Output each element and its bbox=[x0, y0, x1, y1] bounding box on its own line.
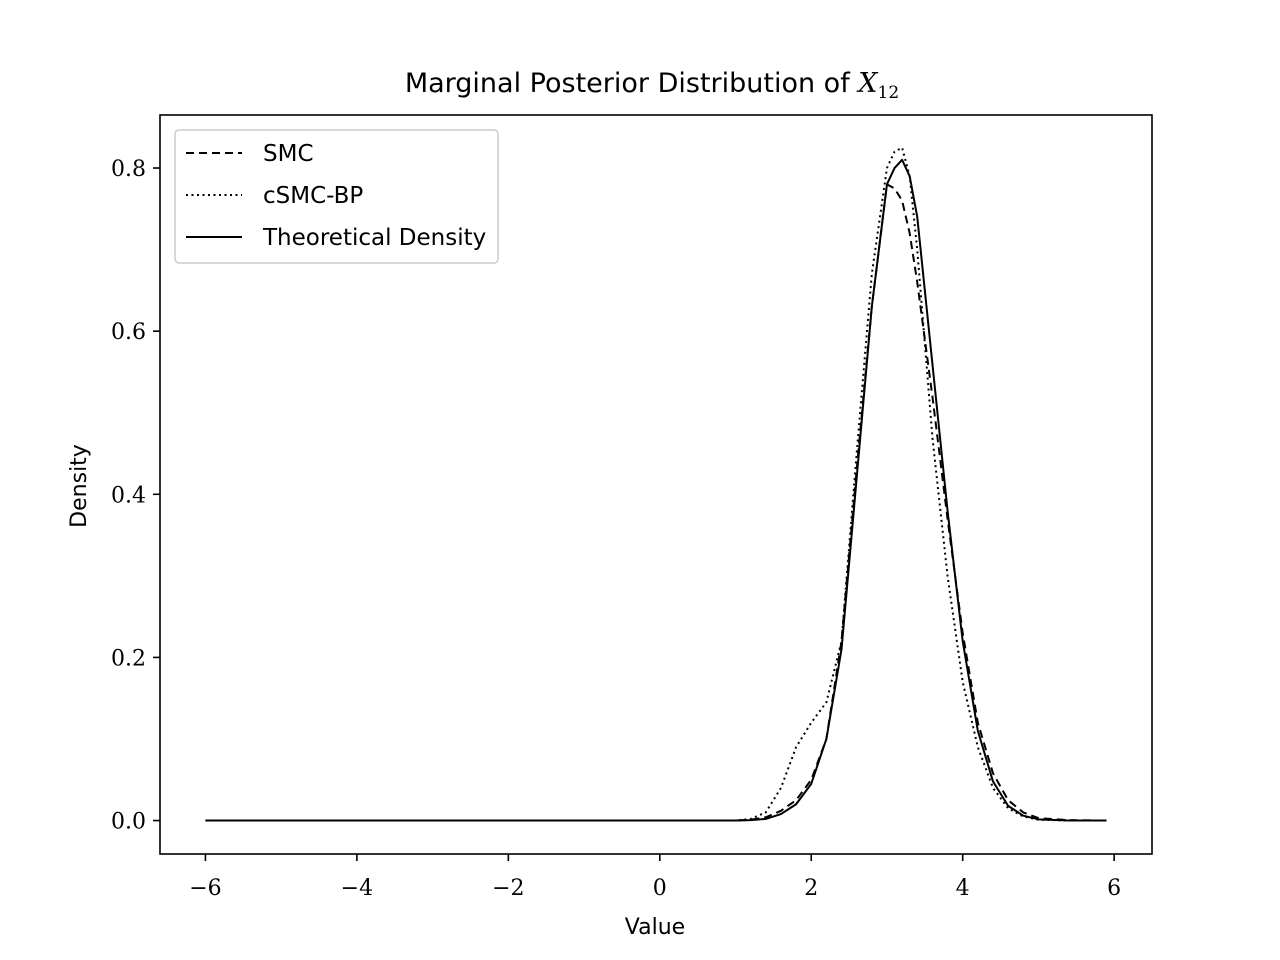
title-subscript: 12 bbox=[878, 83, 900, 103]
x-tick-label: 2 bbox=[804, 876, 818, 901]
y-tick-label: 0.0 bbox=[111, 810, 146, 835]
axes-frame bbox=[159, 114, 1153, 855]
title-prefix: Marginal Posterior Distribution of bbox=[405, 68, 858, 99]
x-tick-label: −6 bbox=[189, 876, 221, 901]
series-layer bbox=[205, 146, 1107, 822]
y-tick-label: 0.2 bbox=[111, 646, 146, 671]
y-axis-ticks: 0.0 0.2 0.4 0.6 0.8 bbox=[111, 157, 160, 835]
legend-label-csmc-bp: cSMC-BP bbox=[263, 183, 363, 209]
y-tick-label: 0.6 bbox=[111, 320, 146, 345]
x-axis-ticks: −6 −4 −2 0 2 4 6 bbox=[189, 854, 1121, 901]
legend: SMC cSMC-BP Theoretical Density bbox=[174, 129, 499, 264]
x-tick-label: −4 bbox=[341, 876, 373, 901]
y-tick-label: 0.8 bbox=[111, 157, 146, 182]
legend-box bbox=[174, 129, 499, 264]
legend-label-theoretical-density: Theoretical Density bbox=[262, 225, 486, 251]
series-line-csmc-bp bbox=[205, 146, 1107, 822]
series-line-smc bbox=[205, 183, 1107, 822]
x-tick-label: 6 bbox=[1107, 876, 1121, 901]
x-tick-label: −2 bbox=[492, 876, 524, 901]
legend-label-smc: SMC bbox=[263, 141, 314, 167]
x-axis-label: Value bbox=[625, 915, 685, 940]
series-line-theoretical-density bbox=[205, 158, 1107, 822]
chart-title: Marginal Posterior Distribution of X12 bbox=[405, 68, 899, 103]
x-tick-label: 0 bbox=[653, 876, 667, 901]
x-tick-label: 4 bbox=[956, 876, 970, 901]
y-axis-label: Density bbox=[67, 444, 92, 528]
title-symbol: X bbox=[856, 68, 879, 99]
y-tick-label: 0.4 bbox=[111, 483, 146, 508]
